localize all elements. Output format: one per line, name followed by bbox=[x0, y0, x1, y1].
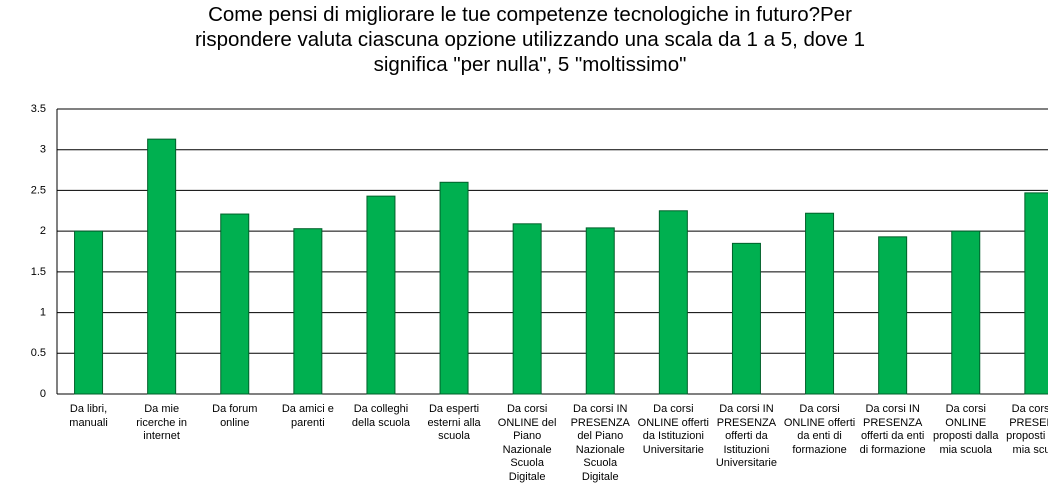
x-tick-label: Da corsi ONLINE del Piano Nazionale Scuo… bbox=[497, 403, 557, 483]
y-tick-label: 1 bbox=[40, 306, 46, 318]
bar bbox=[512, 223, 542, 395]
x-tick-label: Da corsi IN PRESENZA offerti da Istituzi… bbox=[715, 403, 777, 469]
x-tick-label: Da mie ricerche in internet bbox=[136, 403, 188, 442]
bar bbox=[658, 210, 688, 395]
bar bbox=[74, 230, 104, 395]
chart-title: Come pensi di migliorare le tue competen… bbox=[194, 3, 866, 76]
x-tick-label: Da corsi IN PRESENZA proposti dalla mia … bbox=[1006, 403, 1048, 456]
y-tick-label: 2.5 bbox=[31, 184, 46, 196]
bar bbox=[147, 138, 177, 395]
x-tick-label: Da corsi IN PRESENZA del Piano Nazionale… bbox=[570, 403, 630, 483]
bar bbox=[805, 212, 835, 395]
x-tick-label: Da corsi ONLINE offerti da enti di forma… bbox=[783, 403, 856, 456]
x-tick-label: Da colleghi della scuola bbox=[351, 403, 410, 429]
bar bbox=[439, 181, 469, 395]
bar bbox=[1024, 192, 1048, 395]
y-tick-label: 2 bbox=[40, 225, 46, 237]
bar bbox=[366, 195, 396, 395]
bar bbox=[293, 228, 323, 395]
x-tick-label: Da libri, manuali bbox=[69, 403, 108, 429]
bar bbox=[731, 242, 761, 395]
x-tick-label: Da corsi IN PRESENZA offerti da enti di … bbox=[859, 403, 926, 456]
y-tick-label: 3.5 bbox=[31, 103, 46, 115]
bar bbox=[220, 213, 250, 395]
bar bbox=[878, 236, 908, 395]
x-tick-label: Da corsi ONLINE proposti dalla mia scuol… bbox=[933, 403, 999, 456]
x-tick-label: Da corsi ONLINE offerti da Istituzioni U… bbox=[637, 403, 709, 456]
x-tick-label: Da forum online bbox=[212, 403, 258, 429]
x-tick-label: Da esperti esterni alla scuola bbox=[427, 403, 481, 442]
y-tick-label: 0.5 bbox=[31, 347, 46, 359]
x-tick-label: Da amici e parenti bbox=[281, 403, 334, 429]
bar bbox=[585, 227, 615, 395]
y-tick-label: 0 bbox=[40, 388, 46, 400]
bar bbox=[951, 230, 981, 395]
y-tick-label: 3 bbox=[40, 144, 46, 156]
y-tick-label: 1.5 bbox=[31, 266, 46, 278]
